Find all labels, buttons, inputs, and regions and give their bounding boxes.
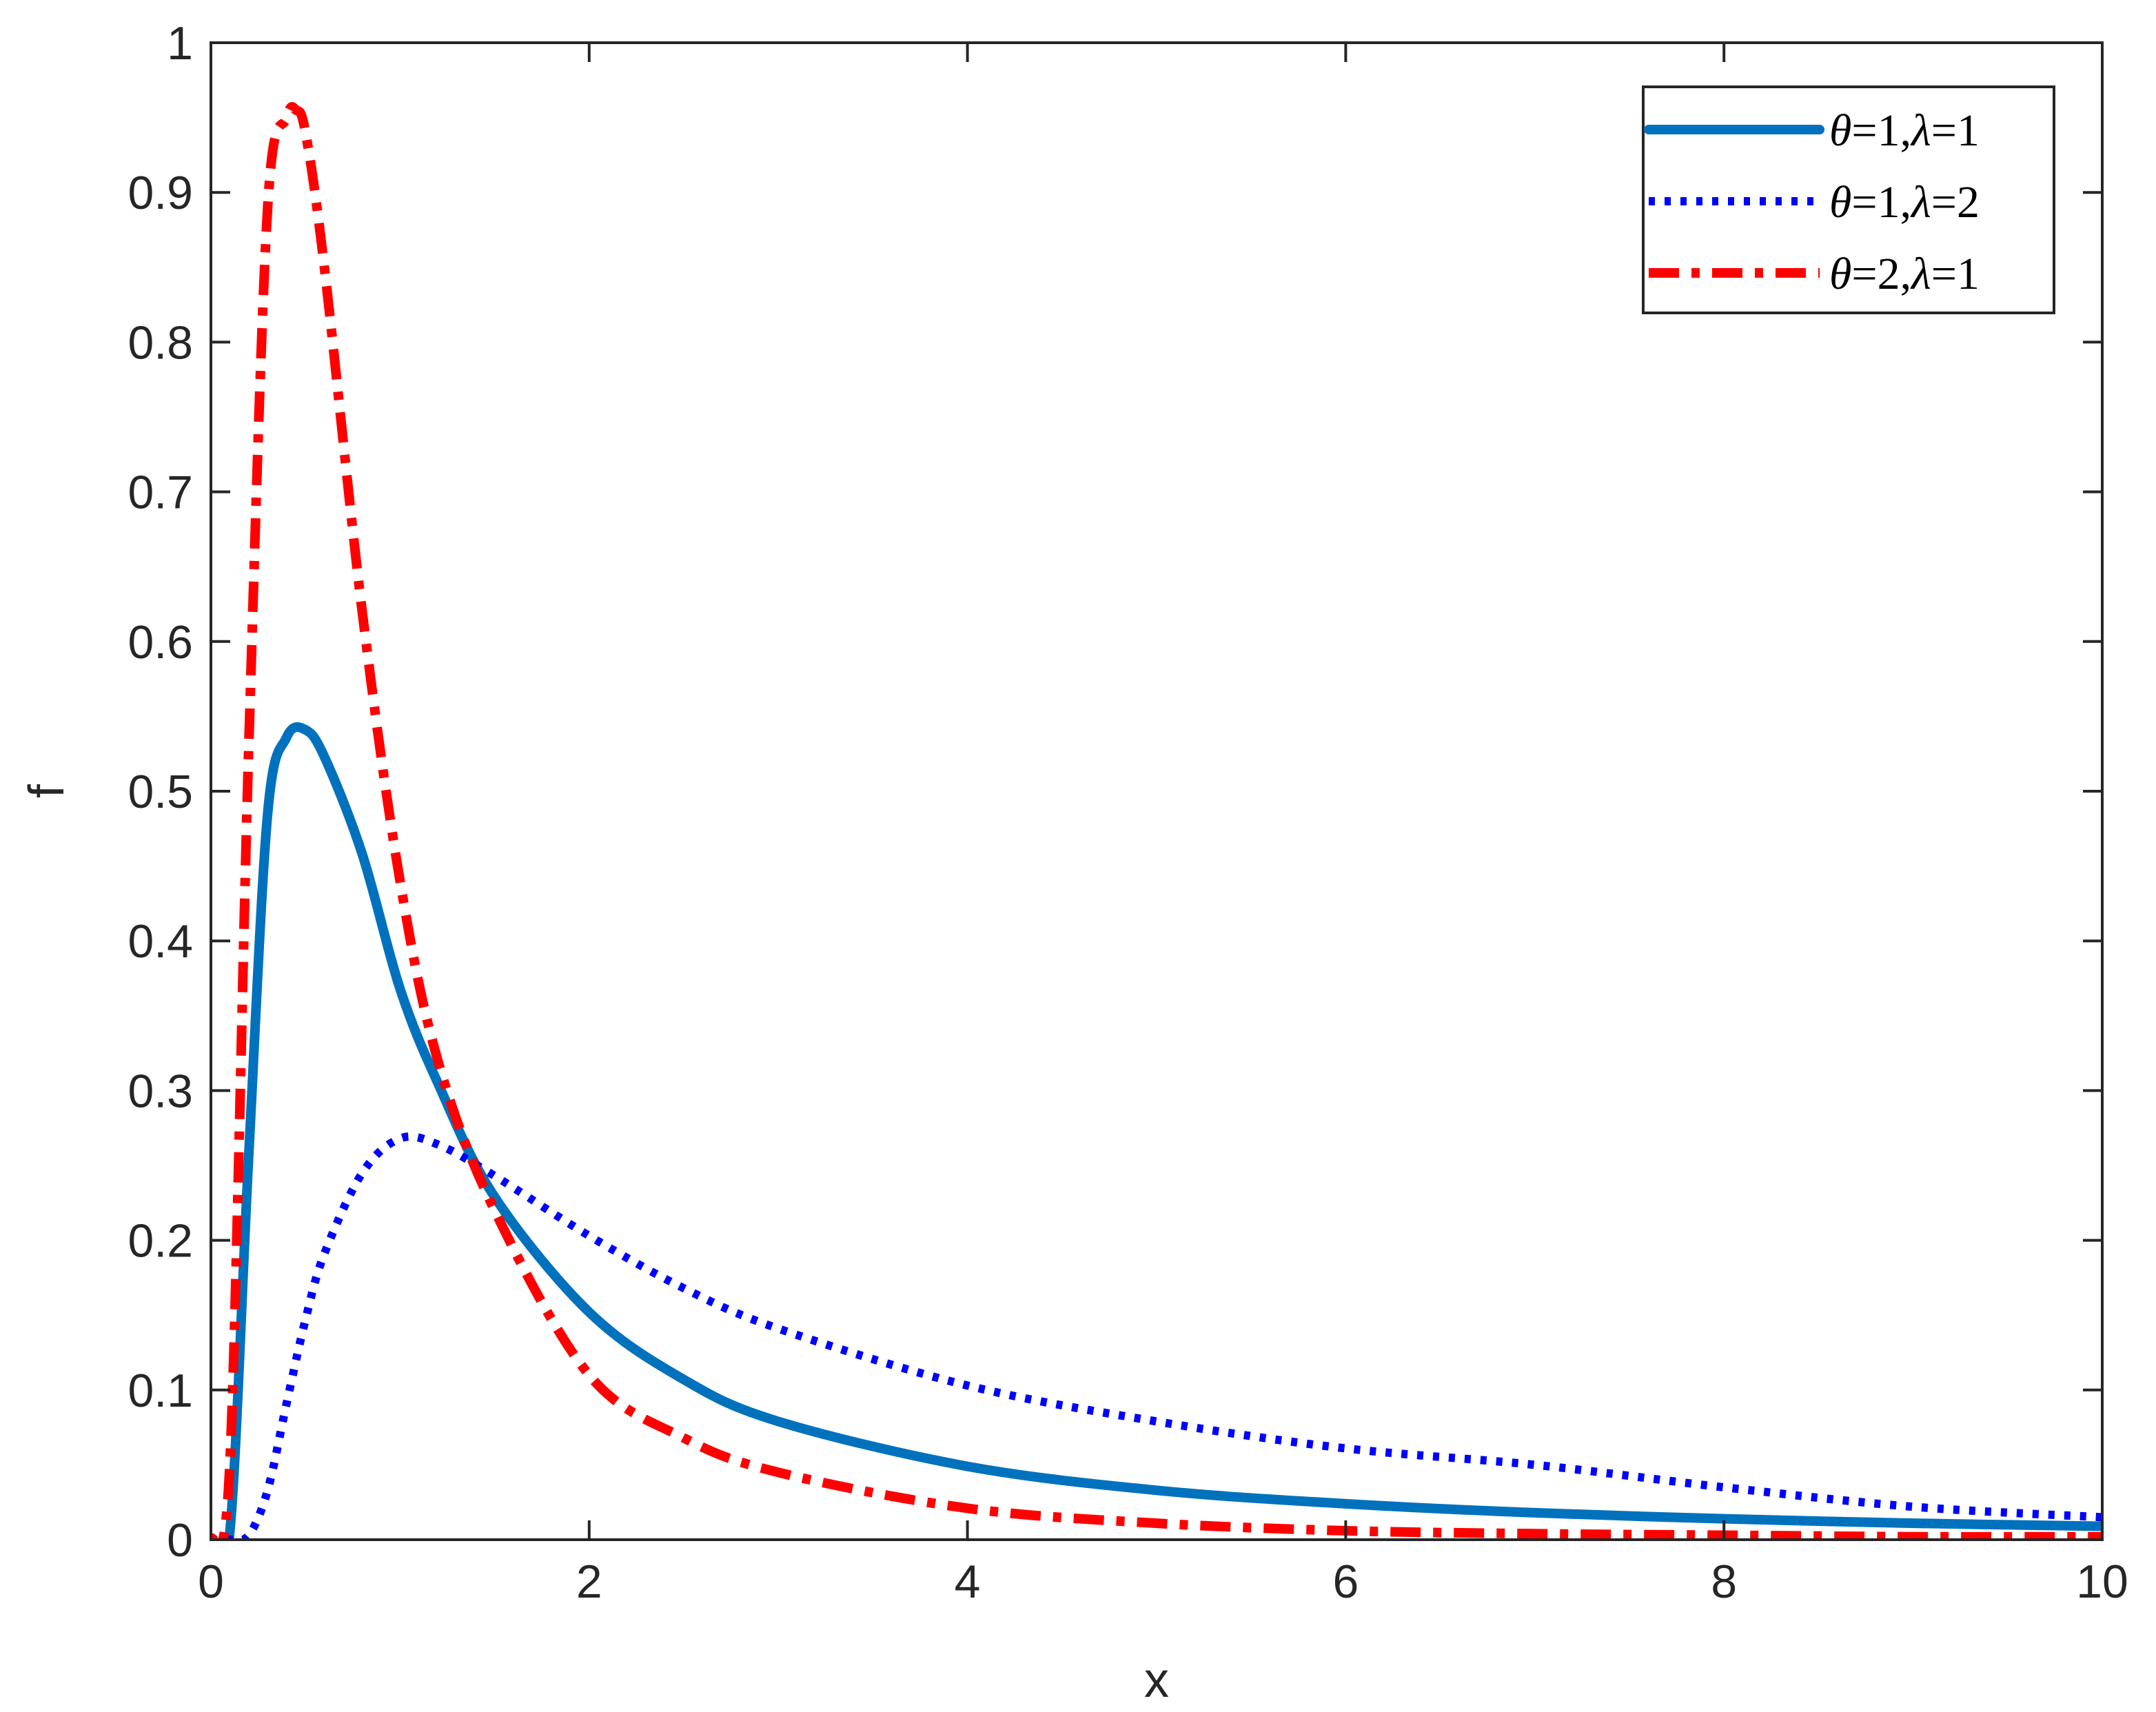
- legend-box: [1642, 85, 2055, 314]
- legend-lambda-value: =1: [1931, 249, 1980, 299]
- y-tick-label: 0.6: [128, 616, 193, 669]
- y-tick-label: 0.9: [128, 167, 193, 219]
- y-tick-label: 0.8: [128, 316, 193, 369]
- y-tick-label: 0.5: [128, 766, 193, 818]
- legend-lambda-value: =2: [1931, 177, 1980, 227]
- x-tick-label: 8: [1711, 1556, 1737, 1608]
- legend-label-1: θ=1,λ=1: [1829, 105, 1980, 156]
- legend-theta-value: =1,: [1851, 105, 1911, 156]
- legend-label-2: θ=1,λ=2: [1829, 177, 1980, 227]
- y-tick-label: 1: [167, 17, 193, 70]
- x-tick-label: 4: [955, 1556, 981, 1608]
- series-line-2: [211, 1132, 2102, 1540]
- series-line-1: [211, 722, 2102, 1540]
- x-axis-label: x: [1144, 1653, 1169, 1708]
- legend: θ=1,λ=1θ=1,λ=2θ=2,λ=1: [1642, 85, 2055, 314]
- theta-symbol: θ: [1829, 105, 1851, 156]
- theta-symbol: θ: [1829, 249, 1851, 299]
- series-line-3: [211, 101, 2102, 1540]
- series-layer: [211, 101, 2102, 1540]
- y-tick-label: 0.4: [128, 915, 193, 968]
- x-tick-labels: 0 2 4 6 8 10: [198, 1556, 2128, 1608]
- y-tick-label: 0: [167, 1514, 193, 1567]
- x-tick-label: 2: [576, 1556, 602, 1608]
- y-tick-label: 0.3: [128, 1065, 193, 1117]
- lambda-symbol: λ: [1910, 177, 1931, 227]
- x-tick-label: 10: [2076, 1556, 2128, 1608]
- ticks-layer: [210, 41, 2104, 1541]
- y-tick-labels: 0 0.1 0.2 0.3 0.4 0.5 0.6 0.7 0.8 0.9 1: [128, 17, 193, 1567]
- lambda-symbol: λ: [1910, 105, 1931, 156]
- legend-theta-value: =2,: [1851, 249, 1911, 299]
- legend-lambda-value: =1: [1931, 105, 1980, 156]
- y-tick-label: 0.2: [128, 1215, 193, 1267]
- legend-label-3: θ=2,λ=1: [1829, 249, 1980, 299]
- y-tick-label: 0.7: [128, 467, 193, 519]
- x-tick-label: 0: [198, 1556, 224, 1608]
- legend-theta-value: =1,: [1851, 177, 1911, 227]
- theta-symbol: θ: [1829, 177, 1851, 227]
- x-tick-label: 6: [1332, 1556, 1359, 1608]
- y-axis-label: f: [19, 784, 74, 798]
- lambda-symbol: λ: [1910, 249, 1931, 299]
- y-tick-label: 0.1: [128, 1365, 193, 1417]
